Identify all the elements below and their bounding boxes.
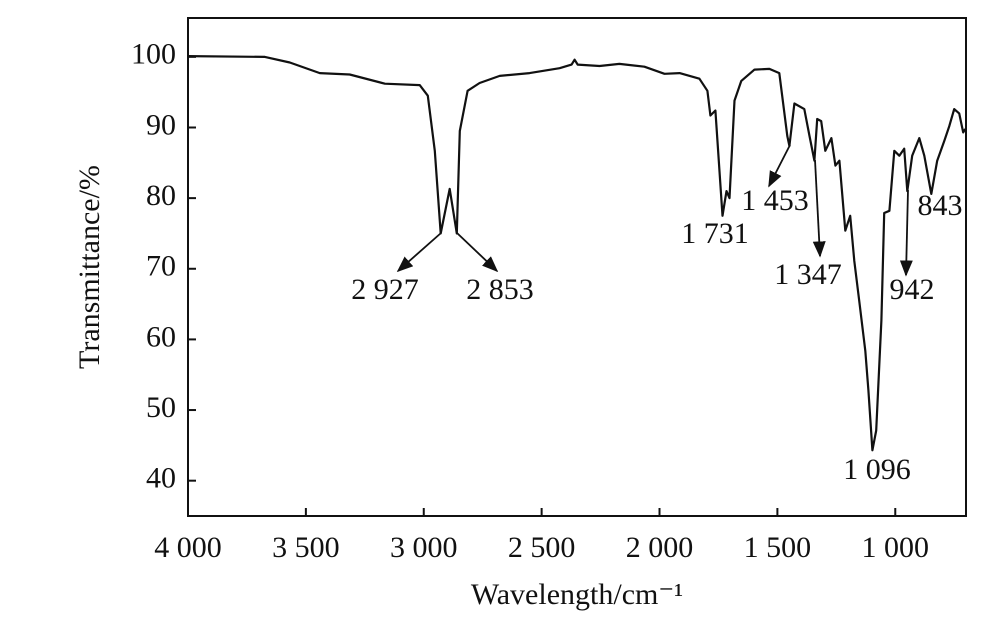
y-tick-label: 80 <box>146 179 176 212</box>
annotation-arrow <box>396 232 442 273</box>
x-tick-label: 1 500 <box>744 531 812 564</box>
annotation: 1 347 <box>774 258 842 291</box>
y-tick-label: 70 <box>146 250 176 283</box>
annotation-arrow <box>456 232 499 273</box>
x-tick-label: 3 000 <box>390 531 458 564</box>
x-tick-label: 2 000 <box>626 531 694 564</box>
annotation: 1 453 <box>741 184 809 217</box>
y-axis-label: Transmittance/% <box>73 165 106 369</box>
annotation: 1 096 <box>843 453 911 486</box>
y-tick-label: 100 <box>131 38 176 71</box>
annotation: 843 <box>918 189 963 222</box>
plot-frame <box>187 17 967 517</box>
annotation: 2 927 <box>351 273 419 306</box>
y-tick-label: 60 <box>146 320 176 353</box>
spectrum-line <box>187 55 967 452</box>
annotation: 1 731 <box>681 217 749 250</box>
x-tick-label: 4 000 <box>154 531 222 564</box>
annotation-arrow <box>768 144 791 188</box>
annotation: 2 853 <box>466 273 534 306</box>
y-tick-label: 50 <box>146 391 176 424</box>
x-axis-label: Wavelength/cm⁻¹ <box>471 578 683 611</box>
annotation-arrow <box>899 189 913 277</box>
annotation-arrow <box>812 159 826 258</box>
y-tick-label: 40 <box>146 462 176 495</box>
y-tick-label: 90 <box>146 108 176 141</box>
annotation: 942 <box>890 273 935 306</box>
x-tick-label: 2 500 <box>508 531 576 564</box>
x-tick-label: 1 000 <box>862 531 930 564</box>
x-tick-label: 3 500 <box>272 531 340 564</box>
